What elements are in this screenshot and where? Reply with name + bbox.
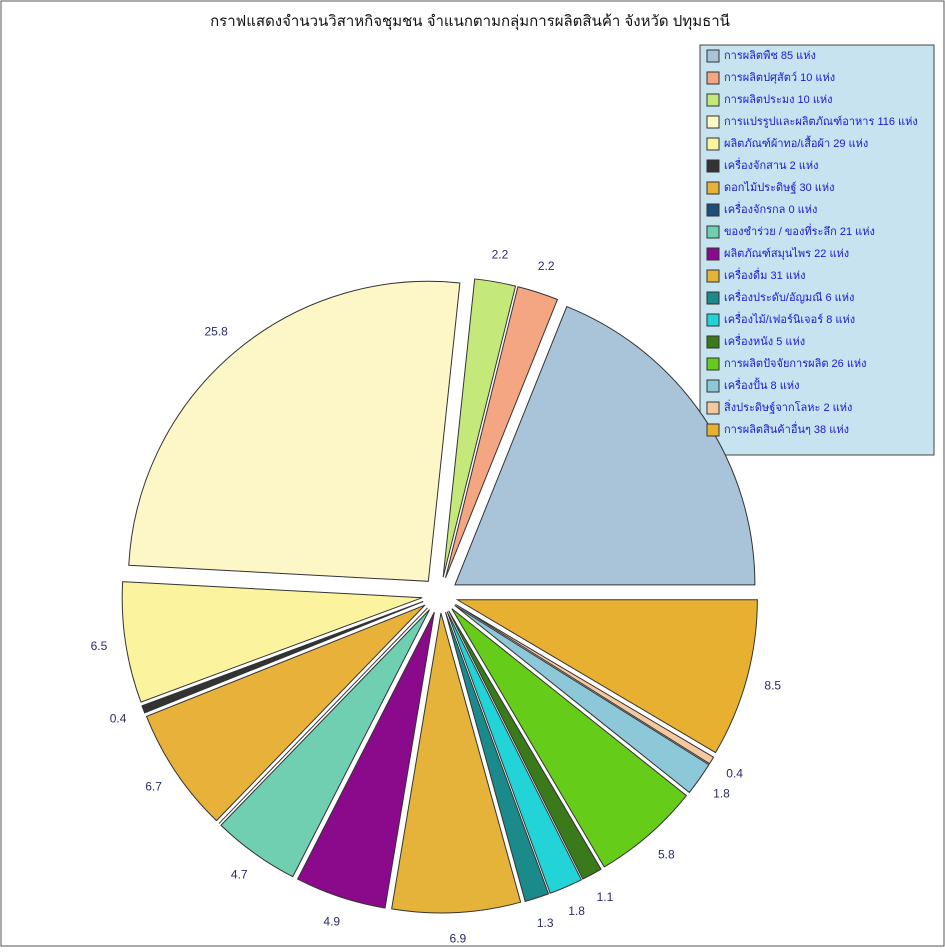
data-label: 25.8 [204,325,228,339]
legend-label: เครื่องจักรกล 0 แห่ง [724,201,817,216]
data-label: 1.8 [568,904,585,918]
data-label: 1.8 [713,787,730,801]
legend-swatch [707,160,719,172]
legend-label: เครื่องหนัง 5 แห่ง [724,333,805,348]
data-label: 2.2 [492,247,509,261]
data-label: 1.1 [597,890,614,904]
legend-label: เครื่องไม้/เฟอร์นิเจอร์ 8 แห่ง [724,311,855,326]
page: กราฟแสดงจำนวนวิสาหกิจชุมชน จำแนกตามกลุ่ม… [0,0,945,952]
chart-title: กราฟแสดงจำนวนวิสาหกิจชุมชน จำแนกตามกลุ่ม… [210,13,730,31]
legend-label: สิ่งประดิษฐ์จากโลหะ 2 แห่ง [724,399,853,414]
data-label: 6.7 [145,779,162,793]
data-label: 0.4 [726,767,743,781]
data-label: 4.9 [323,915,340,929]
data-label: 6.9 [450,932,467,946]
data-label: 8.5 [764,678,781,692]
legend-swatch [707,270,719,282]
legend-swatch [707,72,719,84]
legend-label: การผลิตปัจจัยการผลิต 26 แห่ง [724,358,867,370]
legend-swatch [707,248,719,260]
legend-swatch [707,50,719,62]
legend-swatch [707,292,719,304]
data-label: 6.5 [91,639,108,653]
legend-swatch [707,182,719,194]
legend-label: เครื่องจักสาน 2 แห่ง [724,157,818,172]
data-label: 4.7 [231,868,248,882]
legend-swatch [707,138,719,150]
legend-swatch [707,380,719,392]
data-label: 2.2 [538,259,555,273]
legend-swatch [707,358,719,370]
legend-swatch [707,116,719,128]
legend-swatch [707,402,719,414]
legend-label: เครื่องประดับ/อัญมณี 6 แห่ง [724,289,854,304]
legend-label: เครื่องดื่ม 31 แห่ง [724,267,805,282]
legend-label: การผลิตสินค้าอื่นๆ 38 แห่ง [724,421,849,436]
legend-swatch [707,226,719,238]
legend-label: ผลิตภัณฑ์ผ้าทอ/เสื้อผ้า 29 แห่ง [724,135,868,150]
legend-label: ของชำร่วย / ของที่ระลึก 21 แห่ง [724,223,875,238]
data-label: 0.4 [110,711,127,725]
data-label: 1.3 [537,916,554,930]
chart: กราฟแสดงจำนวนวิสาหกิจชุมชน จำแนกตามกลุ่ม… [0,0,945,947]
legend-label: การผลิตปศุสัตว์ 10 แห่ง [724,71,835,84]
legend-swatch [707,94,719,106]
legend-label: การผลิตประมง 10 แห่ง [724,94,833,106]
legend-swatch [707,336,719,348]
legend-label: ดอกไม้ประดิษฐ์ 30 แห่ง [724,181,835,194]
legend-swatch [707,424,719,436]
legend-label: ผลิตภัณฑ์สมุนไพร 22 แห่ง [724,247,849,260]
legend-swatch [707,204,719,216]
data-label: 5.8 [658,848,675,862]
legend-label: การผลิตพืช 85 แห่ง [724,49,816,62]
legend-label: เครื่องปั้น 8 แห่ง [724,377,799,392]
legend-label: การแปรรูปและผลิตภัณฑ์อาหาร 116 แห่ง [724,115,918,128]
legend-swatch [707,314,719,326]
